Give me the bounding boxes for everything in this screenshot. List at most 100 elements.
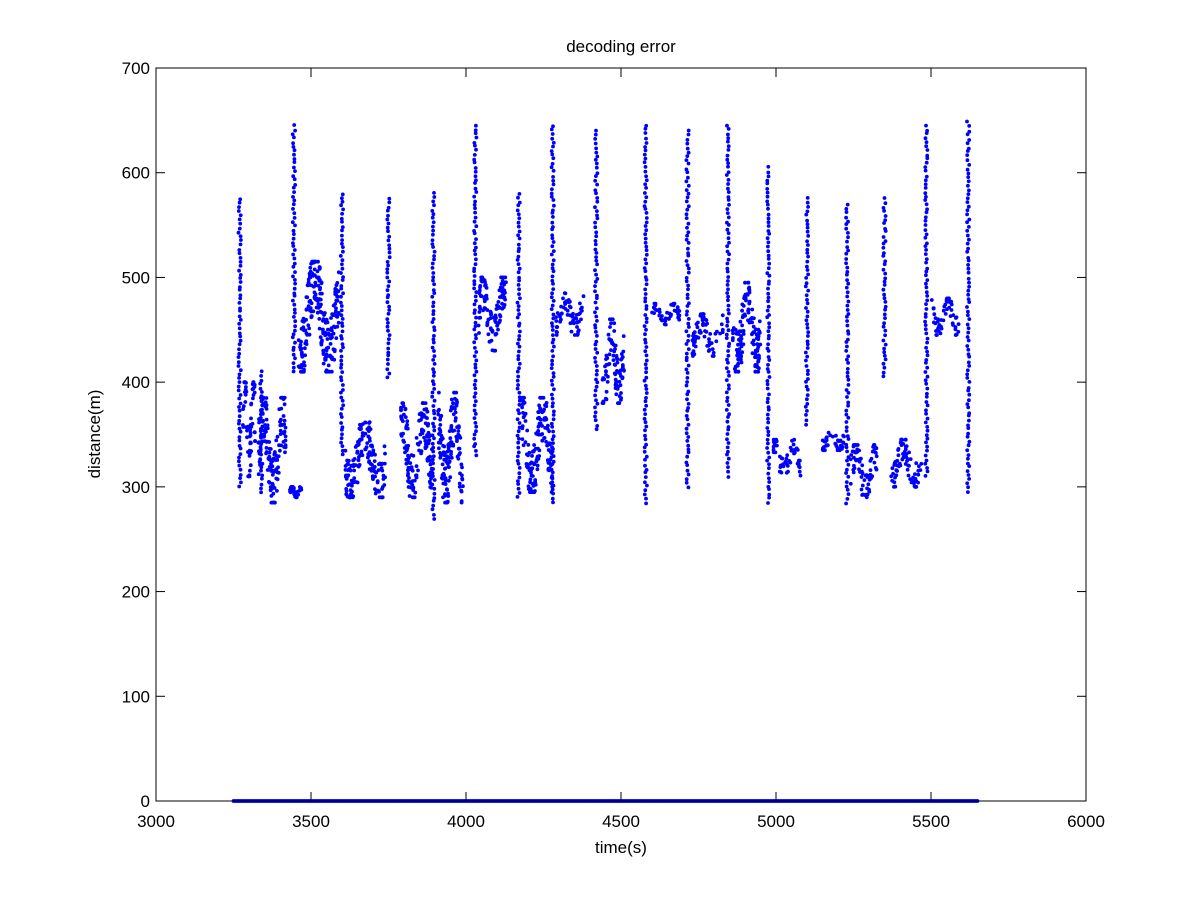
data-point	[767, 392, 771, 397]
data-point	[643, 126, 648, 131]
data-point	[620, 355, 625, 359]
data-point	[292, 198, 297, 203]
data-point	[824, 443, 828, 448]
data-point	[906, 473, 911, 478]
data-point	[283, 450, 287, 455]
data-point	[753, 351, 758, 356]
data-point	[845, 497, 850, 501]
y-tick-label: 100	[122, 687, 150, 706]
data-point	[283, 425, 288, 430]
data-point	[432, 354, 437, 358]
data-point	[248, 433, 253, 438]
data-point	[643, 224, 648, 228]
data-point	[593, 220, 597, 225]
data-point	[919, 461, 924, 466]
data-point	[528, 467, 533, 472]
data-point	[851, 443, 856, 447]
data-point	[953, 325, 958, 329]
data-point	[530, 474, 535, 478]
data-point	[517, 266, 522, 271]
data-point	[275, 434, 280, 439]
data-point	[701, 315, 706, 320]
data-point	[934, 329, 938, 333]
data-point	[292, 315, 296, 319]
data-point	[844, 210, 849, 215]
data-point	[644, 353, 649, 358]
data-point	[593, 414, 597, 419]
data-point	[549, 127, 554, 132]
data-point	[547, 448, 551, 453]
data-point	[882, 262, 887, 267]
data-point	[644, 136, 648, 141]
data-point	[860, 469, 864, 474]
data-point	[517, 216, 522, 221]
data-point	[925, 298, 930, 303]
data-point	[844, 285, 849, 290]
data-point	[846, 235, 850, 240]
data-point	[367, 450, 372, 454]
data-point	[458, 471, 462, 476]
data-point	[846, 329, 850, 334]
data-point	[264, 417, 269, 422]
data-point	[643, 292, 648, 296]
data-point	[515, 208, 520, 213]
data-point	[516, 304, 521, 308]
data-point	[726, 126, 731, 131]
data-point	[845, 487, 850, 492]
data-point	[308, 298, 313, 303]
data-point	[541, 409, 546, 413]
data-point	[924, 381, 929, 386]
data-point	[259, 374, 263, 378]
data-point	[448, 475, 453, 480]
data-point	[708, 332, 713, 336]
data-point	[472, 202, 477, 207]
data-point	[550, 278, 555, 283]
data-point	[549, 378, 554, 383]
data-point	[685, 195, 690, 200]
data-point	[473, 128, 478, 133]
data-point	[575, 333, 580, 337]
data-point	[643, 412, 648, 416]
data-point	[336, 295, 340, 299]
data-point	[430, 266, 435, 270]
data-point	[516, 308, 521, 312]
data-point	[339, 412, 343, 416]
data-point	[593, 141, 598, 146]
data-point	[908, 457, 913, 461]
data-point	[720, 327, 725, 332]
data-point	[420, 431, 425, 436]
data-point	[473, 320, 478, 325]
data-point	[550, 437, 555, 442]
data-point	[607, 352, 612, 357]
data-point	[333, 287, 338, 291]
data-point	[643, 232, 648, 237]
data-point	[528, 477, 533, 482]
data-point	[725, 316, 729, 321]
data-point	[517, 321, 522, 326]
data-point	[278, 428, 283, 433]
data-point	[726, 449, 730, 454]
data-point	[805, 354, 810, 359]
data-point	[685, 376, 690, 380]
data-point	[642, 416, 647, 421]
data-point	[845, 344, 849, 349]
data-point	[552, 344, 556, 349]
data-point	[725, 319, 730, 324]
data-point	[534, 431, 539, 436]
data-point	[432, 328, 437, 332]
data-point	[925, 428, 930, 433]
data-point	[893, 459, 898, 464]
data-point	[292, 291, 297, 296]
data-point	[766, 256, 771, 261]
data-point	[317, 326, 322, 331]
data-point	[386, 321, 390, 325]
data-point	[517, 337, 521, 342]
data-point	[516, 357, 521, 362]
data-point	[804, 293, 809, 298]
data-point	[874, 454, 879, 459]
data-point	[725, 461, 730, 465]
data-point	[259, 486, 263, 491]
data-point	[686, 283, 690, 288]
data-point	[473, 210, 477, 215]
data-point	[473, 412, 478, 416]
